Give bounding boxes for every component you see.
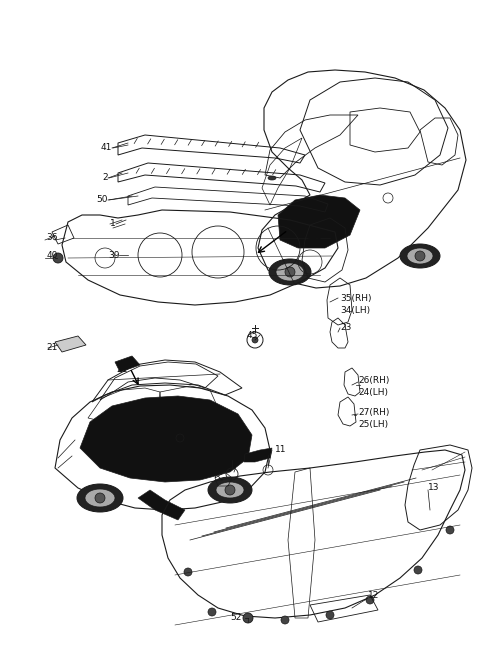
Ellipse shape [77, 484, 123, 512]
Text: 26(RH): 26(RH) [358, 375, 389, 384]
Text: 41: 41 [101, 144, 112, 152]
Ellipse shape [400, 244, 440, 268]
Text: 36: 36 [47, 234, 58, 243]
Ellipse shape [268, 176, 276, 180]
Polygon shape [115, 356, 140, 372]
Text: 21: 21 [117, 365, 128, 375]
Text: 13: 13 [428, 483, 440, 493]
Circle shape [326, 611, 334, 619]
Ellipse shape [216, 482, 244, 498]
Circle shape [244, 614, 252, 622]
Ellipse shape [269, 259, 311, 285]
Ellipse shape [407, 248, 433, 264]
Text: 1: 1 [110, 220, 116, 228]
Text: 45: 45 [247, 331, 258, 340]
Text: 35(RH): 35(RH) [340, 293, 372, 302]
Text: 34(LH): 34(LH) [340, 306, 370, 314]
Text: 24(LH): 24(LH) [358, 388, 388, 396]
Ellipse shape [276, 263, 304, 281]
Text: 23: 23 [340, 323, 351, 333]
Circle shape [184, 568, 192, 576]
Circle shape [414, 566, 422, 574]
Text: 5: 5 [222, 451, 228, 461]
Text: 21: 21 [47, 344, 58, 352]
Text: 2: 2 [102, 173, 108, 182]
Polygon shape [278, 195, 360, 248]
Circle shape [285, 267, 295, 277]
Circle shape [208, 608, 216, 616]
Ellipse shape [85, 489, 115, 507]
Text: 12: 12 [368, 592, 379, 600]
Text: 39: 39 [108, 251, 120, 260]
Circle shape [225, 485, 235, 495]
Circle shape [243, 613, 253, 623]
Text: 52: 52 [230, 613, 242, 623]
Polygon shape [55, 336, 86, 352]
Circle shape [281, 616, 289, 624]
Polygon shape [80, 396, 252, 482]
Polygon shape [244, 448, 272, 462]
Circle shape [252, 337, 258, 343]
Text: 25(LH): 25(LH) [358, 419, 388, 428]
Text: 11: 11 [275, 445, 287, 455]
Text: 50: 50 [96, 195, 108, 205]
Polygon shape [138, 490, 185, 520]
Circle shape [415, 251, 425, 261]
Circle shape [366, 596, 374, 604]
Text: 49: 49 [310, 234, 322, 243]
Ellipse shape [208, 477, 252, 503]
Text: 27(RH): 27(RH) [358, 407, 389, 417]
Text: 7: 7 [212, 472, 218, 480]
Text: 40: 40 [47, 251, 58, 260]
Circle shape [95, 493, 105, 503]
Circle shape [446, 526, 454, 534]
Circle shape [53, 253, 63, 263]
